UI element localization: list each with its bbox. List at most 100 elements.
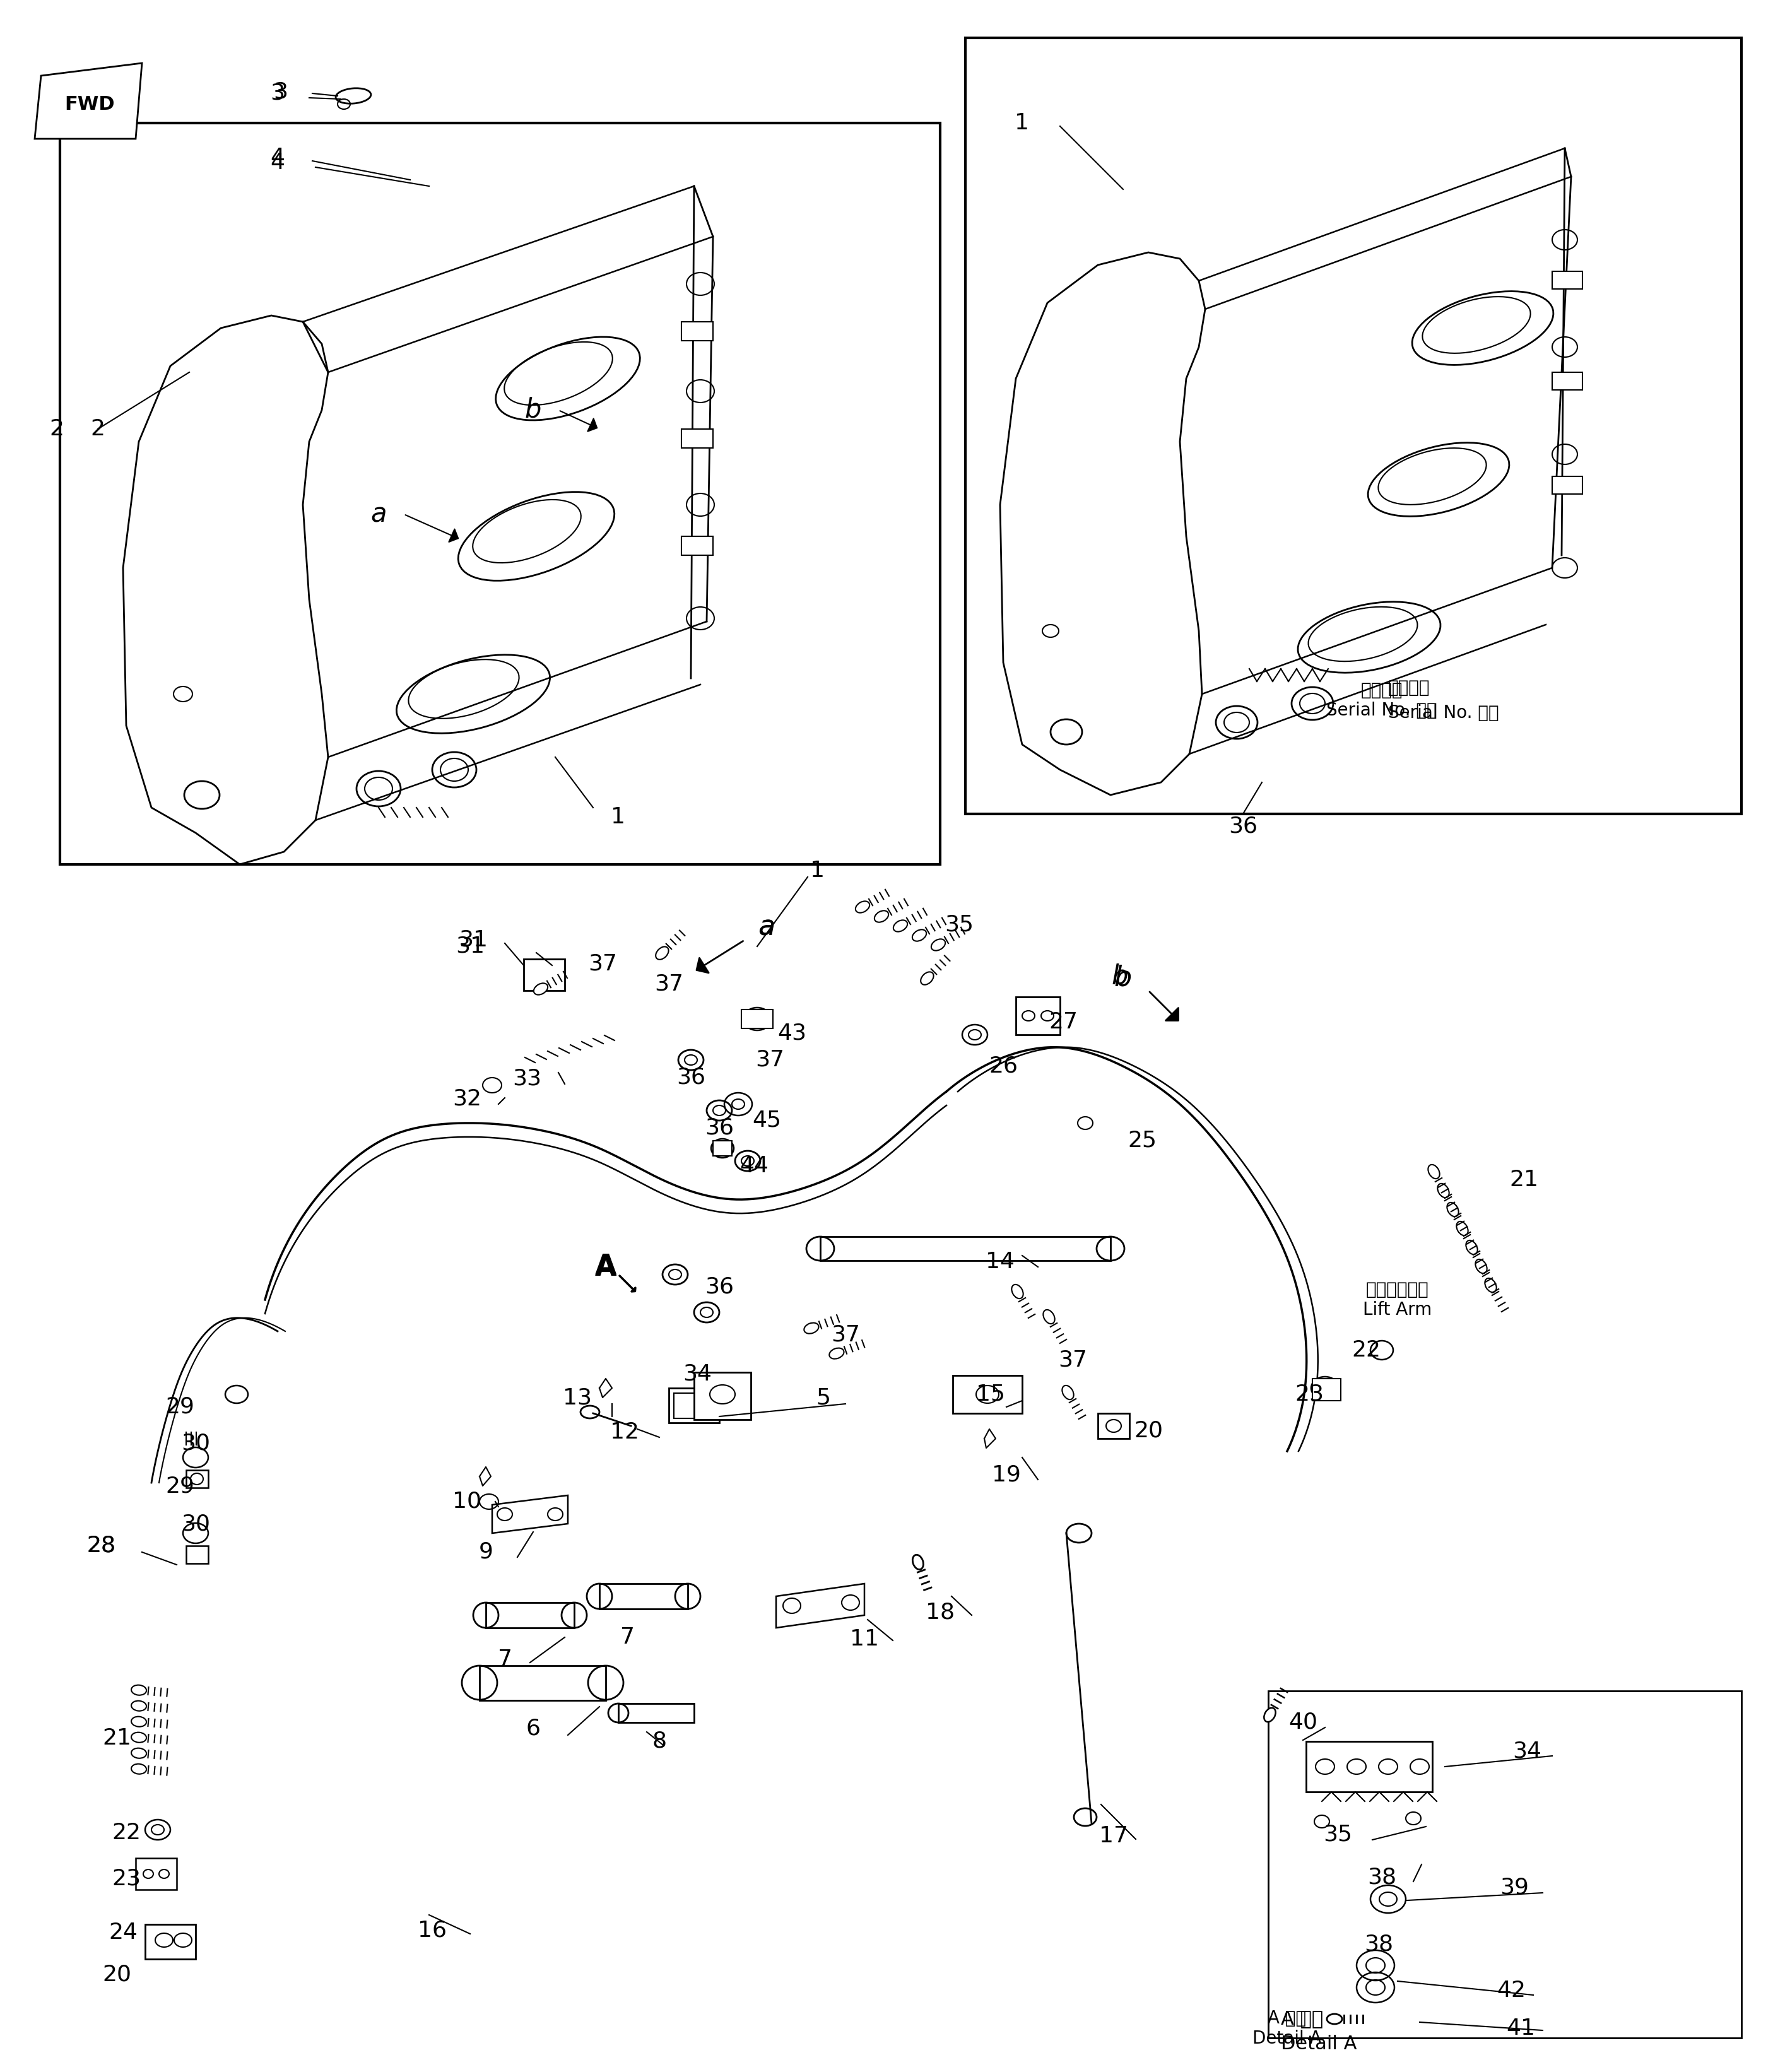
Ellipse shape bbox=[1012, 1285, 1023, 1299]
Bar bbox=[674, 1392, 715, 1419]
Polygon shape bbox=[35, 62, 142, 139]
Ellipse shape bbox=[920, 972, 934, 984]
Text: 5: 5 bbox=[816, 1386, 832, 1409]
Text: 43: 43 bbox=[777, 1024, 807, 1044]
Text: 9: 9 bbox=[479, 1542, 493, 1562]
Text: 36: 36 bbox=[706, 1276, 734, 1297]
Text: a: a bbox=[371, 501, 387, 528]
Text: 20: 20 bbox=[103, 1964, 131, 1985]
Text: 40: 40 bbox=[1289, 1711, 1317, 1732]
Text: リフトアーム
Lift Arm: リフトアーム Lift Arm bbox=[1363, 1280, 1433, 1318]
Bar bbox=[137, 1859, 177, 1890]
Bar bbox=[741, 1009, 773, 1028]
Text: 1: 1 bbox=[1014, 112, 1030, 135]
Text: 36: 36 bbox=[1229, 816, 1257, 837]
Text: 1: 1 bbox=[810, 860, 824, 881]
Text: 35: 35 bbox=[945, 914, 973, 934]
Ellipse shape bbox=[803, 1322, 819, 1334]
Ellipse shape bbox=[913, 930, 926, 941]
Text: 36: 36 bbox=[676, 1067, 706, 1088]
Bar bbox=[523, 959, 566, 990]
Ellipse shape bbox=[830, 1349, 844, 1359]
Text: A 詳細: A 詳細 bbox=[1280, 2010, 1323, 2028]
Text: 30: 30 bbox=[181, 1434, 211, 1455]
Bar bbox=[145, 1925, 195, 1958]
Polygon shape bbox=[493, 1496, 567, 1533]
Text: Detail A: Detail A bbox=[1280, 2035, 1356, 2053]
Bar bbox=[821, 1237, 1110, 1260]
Text: 15: 15 bbox=[977, 1384, 1005, 1405]
Ellipse shape bbox=[1456, 1220, 1468, 1235]
Bar bbox=[479, 1666, 606, 1701]
Text: 18: 18 bbox=[926, 1602, 954, 1622]
Text: 28: 28 bbox=[87, 1535, 115, 1556]
Ellipse shape bbox=[1447, 1202, 1459, 1216]
Ellipse shape bbox=[1043, 1310, 1055, 1324]
Text: 21: 21 bbox=[103, 1728, 131, 1749]
Ellipse shape bbox=[1326, 2014, 1342, 2024]
Bar bbox=[599, 1583, 688, 1608]
Ellipse shape bbox=[931, 939, 945, 951]
Polygon shape bbox=[64, 135, 668, 321]
Ellipse shape bbox=[894, 920, 908, 932]
Ellipse shape bbox=[335, 89, 371, 104]
Bar bbox=[1016, 997, 1060, 1034]
Ellipse shape bbox=[131, 1749, 147, 1759]
Text: 37: 37 bbox=[654, 974, 683, 995]
Ellipse shape bbox=[856, 901, 869, 914]
Bar bbox=[693, 1372, 750, 1419]
Text: 39: 39 bbox=[1500, 1877, 1528, 1898]
Bar bbox=[486, 1602, 574, 1629]
Polygon shape bbox=[777, 1583, 865, 1629]
Ellipse shape bbox=[1438, 1183, 1449, 1198]
Ellipse shape bbox=[131, 1732, 147, 1743]
Text: 28: 28 bbox=[87, 1535, 115, 1556]
Text: 37: 37 bbox=[832, 1324, 860, 1345]
Text: 44: 44 bbox=[739, 1156, 768, 1177]
Text: 29: 29 bbox=[165, 1397, 195, 1417]
Text: 32: 32 bbox=[452, 1088, 482, 1111]
Text: A: A bbox=[594, 1256, 617, 1283]
Text: 42: 42 bbox=[1496, 1981, 1525, 2002]
Ellipse shape bbox=[131, 1701, 147, 1711]
Text: 17: 17 bbox=[1099, 1825, 1128, 1846]
Text: 24: 24 bbox=[108, 1923, 138, 1944]
Text: 1: 1 bbox=[612, 806, 626, 829]
Bar bbox=[1551, 373, 1583, 390]
Polygon shape bbox=[1307, 1801, 1425, 1840]
Text: 41: 41 bbox=[1505, 2018, 1535, 2039]
Text: 2: 2 bbox=[90, 419, 105, 439]
Text: b: b bbox=[1112, 963, 1128, 990]
Polygon shape bbox=[1312, 1846, 1420, 1879]
Text: 22: 22 bbox=[1351, 1339, 1381, 1361]
Bar bbox=[186, 1546, 207, 1564]
Bar bbox=[965, 37, 1741, 814]
Bar bbox=[681, 537, 713, 555]
Text: 20: 20 bbox=[1135, 1419, 1163, 1442]
Text: 12: 12 bbox=[610, 1421, 638, 1442]
Text: A 詳細
Detail A: A 詳細 Detail A bbox=[1252, 2010, 1321, 2047]
Bar bbox=[1097, 1413, 1129, 1438]
Text: FWD: FWD bbox=[66, 95, 115, 114]
Text: 23: 23 bbox=[112, 1869, 140, 1890]
Text: 22: 22 bbox=[112, 1821, 140, 1844]
Text: 26: 26 bbox=[989, 1055, 1018, 1077]
Text: 31: 31 bbox=[459, 930, 488, 951]
Text: 7: 7 bbox=[621, 1627, 635, 1647]
Ellipse shape bbox=[131, 1685, 147, 1695]
Ellipse shape bbox=[1466, 1241, 1477, 1254]
Text: a: a bbox=[759, 914, 775, 941]
Text: 38: 38 bbox=[1367, 1867, 1397, 1888]
Text: 21: 21 bbox=[1509, 1169, 1539, 1191]
Text: 34: 34 bbox=[683, 1363, 711, 1384]
Polygon shape bbox=[1312, 1910, 1411, 1944]
Bar bbox=[952, 1376, 1023, 1413]
Text: 14: 14 bbox=[986, 1251, 1014, 1272]
Ellipse shape bbox=[131, 1763, 147, 1774]
Text: 23: 23 bbox=[1294, 1384, 1324, 1405]
Text: 13: 13 bbox=[562, 1386, 592, 1409]
Text: 4: 4 bbox=[269, 147, 285, 168]
Ellipse shape bbox=[1475, 1260, 1488, 1274]
Text: 38: 38 bbox=[1363, 1933, 1394, 1956]
Bar bbox=[60, 122, 940, 864]
